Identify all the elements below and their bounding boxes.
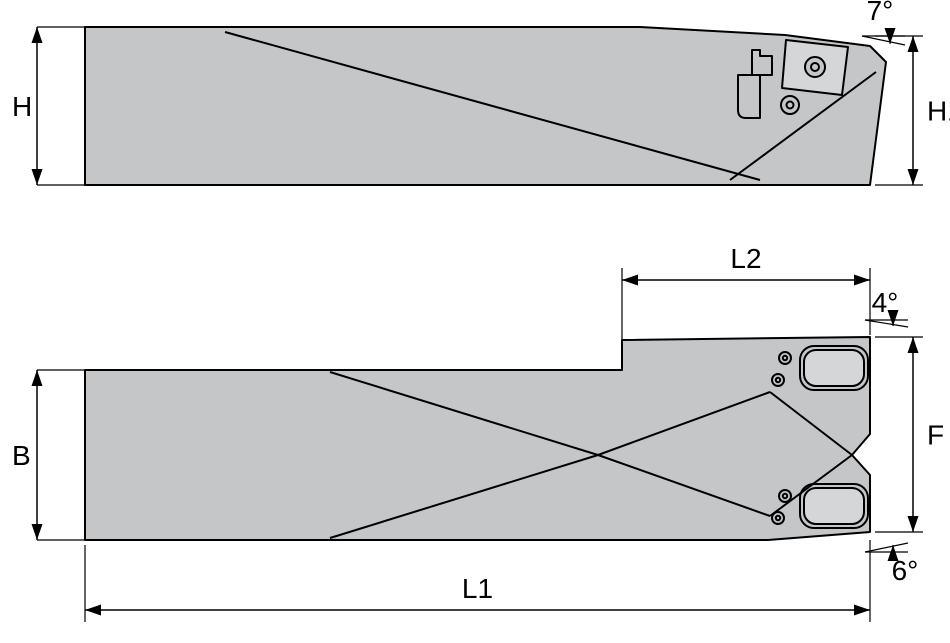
- top-view: 7°: [85, 0, 905, 185]
- bottom-view: 4° 6°: [85, 287, 918, 586]
- label-angle-top: 7°: [867, 0, 894, 26]
- insert: [782, 40, 848, 95]
- label-B: B: [12, 440, 31, 471]
- angle-6: 6°: [865, 543, 918, 586]
- label-L1: L1: [462, 573, 493, 604]
- label-L2: L2: [730, 243, 761, 274]
- label-F: F: [927, 420, 944, 451]
- angle-4: 4°: [865, 287, 908, 327]
- label-H: H: [12, 91, 32, 122]
- angle-7: 7°: [862, 0, 905, 45]
- label-H1: H1: [927, 96, 950, 127]
- label-angle-bottom: 6°: [892, 555, 919, 586]
- label-angle-mid: 4°: [872, 287, 899, 318]
